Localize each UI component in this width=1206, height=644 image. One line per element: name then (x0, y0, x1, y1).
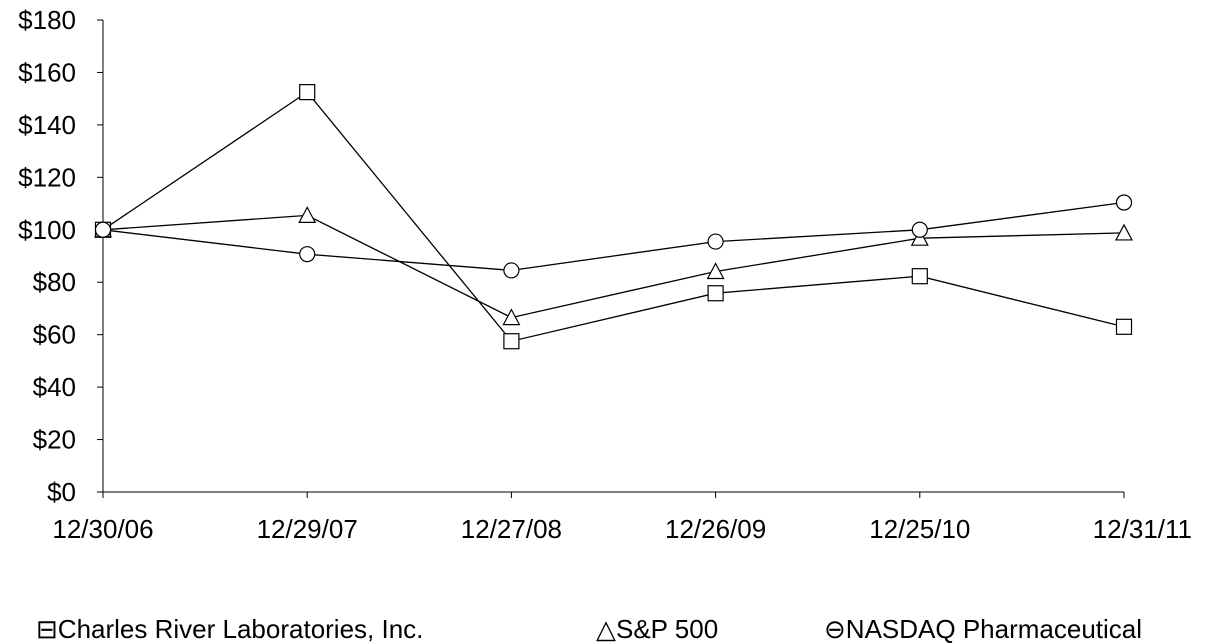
data-point-s-p-500 (706, 262, 725, 280)
legend-label-sp500: S&P 500 (616, 614, 718, 644)
series-line-s-p-500 (102, 214, 1125, 319)
data-point-nasdaq-pharmaceutical (503, 262, 520, 279)
data-point-nasdaq-pharmaceutical (299, 246, 316, 263)
series-layer (94, 84, 1133, 350)
data-point-charles-river-laboratories-inc (299, 84, 316, 101)
y-tick-label: $160 (18, 57, 76, 87)
data-point-s-p-500 (1115, 223, 1133, 241)
series-line-nasdaq-pharmaceutical (102, 201, 1125, 272)
series-nasdaq-pharmaceutical (94, 194, 1133, 279)
y-tick-label: $100 (18, 215, 76, 245)
x-tick-label: 12/31/11 (1093, 514, 1192, 544)
y-tick-label: $20 (33, 425, 76, 455)
y-tick-label: $40 (33, 372, 76, 402)
series-charles-river-laboratories-inc (94, 84, 1133, 350)
legend-symbol-circle-icon: ⊖ (824, 614, 846, 644)
data-point-charles-river-laboratories-inc (911, 268, 928, 285)
data-point-s-p-500 (298, 206, 317, 223)
y-tick-label: $120 (18, 162, 76, 192)
x-tick-label: 12/26/09 (665, 514, 766, 544)
legend-symbol-square-icon: ⊟ (36, 614, 58, 644)
legend-label-charles-river: Charles River Laboratories, Inc. (58, 614, 424, 644)
data-point-nasdaq-pharmaceutical (1115, 194, 1133, 211)
legend-item-charles-river: ⊟Charles River Laboratories, Inc. (36, 614, 423, 644)
y-tick-label: $60 (33, 320, 76, 350)
data-point-charles-river-laboratories-inc (1115, 318, 1133, 335)
data-point-nasdaq-pharmaceutical (707, 233, 724, 250)
x-tick-label: 12/30/06 (52, 514, 153, 544)
y-tick-label: $180 (18, 5, 76, 35)
data-point-nasdaq-pharmaceutical (911, 221, 928, 238)
series-s-p-500 (94, 206, 1133, 326)
y-tick-label: $140 (18, 110, 76, 140)
data-point-s-p-500 (502, 308, 521, 326)
data-point-charles-river-laboratories-inc (707, 285, 724, 302)
legend-label-nasdaq-pharma: NASDAQ Pharmaceutical (846, 614, 1142, 644)
y-tick-label: $0 (47, 477, 76, 507)
series-line-charles-river-laboratories-inc (102, 91, 1125, 342)
x-tick-label: 12/25/10 (869, 514, 970, 544)
x-tick-label: 12/29/07 (257, 514, 358, 544)
legend-item-sp500: △S&P 500 (596, 614, 718, 644)
x-tick-label: 12/27/08 (461, 514, 562, 544)
legend: ⊟Charles River Laboratories, Inc. △S&P 5… (36, 614, 1142, 644)
data-point-nasdaq-pharmaceutical (94, 221, 112, 238)
x-axis: 12/30/06 12/29/07 12/27/08 12/26/09 12/25/10… (52, 491, 1192, 544)
y-tick-label: $80 (33, 267, 76, 297)
y-axis: $0 $20 $40 $60 $80 $100 $120 $140 $160 $180 (18, 5, 104, 507)
legend-symbol-triangle-icon: △ (596, 614, 616, 644)
legend-item-nasdaq-pharma: ⊖NASDAQ Pharmaceutical (824, 614, 1142, 644)
data-point-charles-river-laboratories-inc (503, 333, 520, 350)
